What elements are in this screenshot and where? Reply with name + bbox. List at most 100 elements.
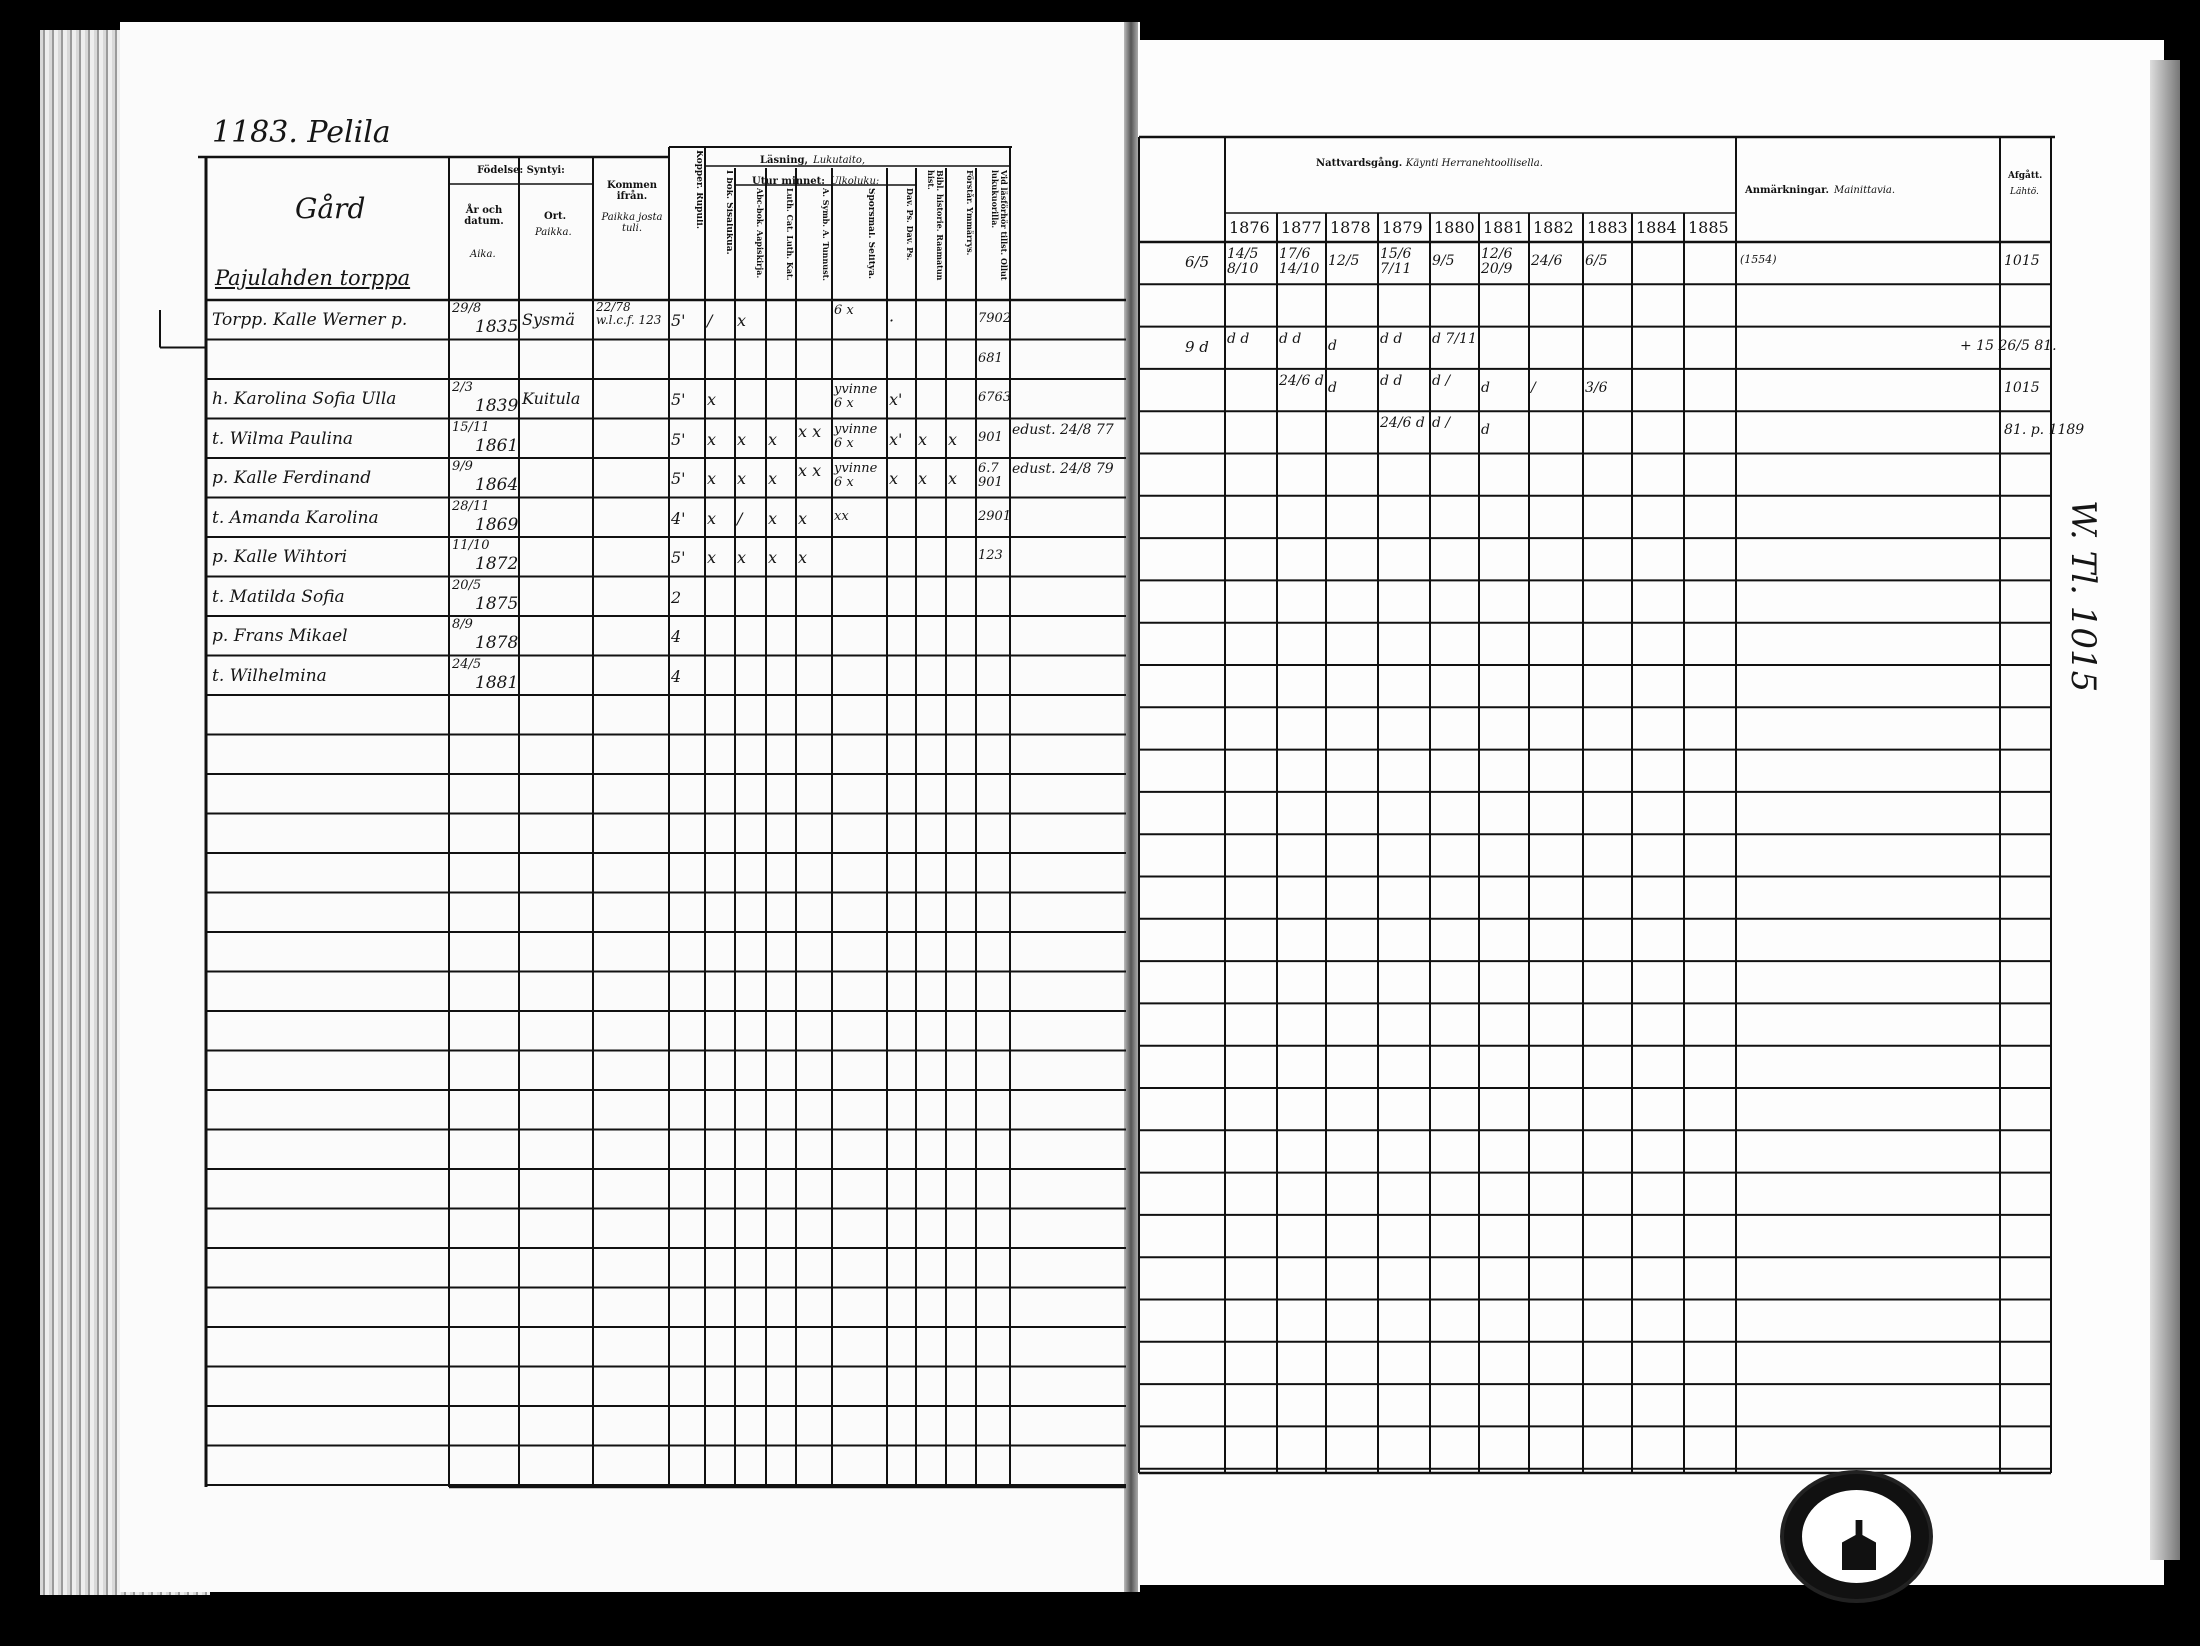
person-name: t. Amanda Karolina [212, 507, 379, 528]
entry-psalms: x' [889, 390, 903, 409]
entry-abc: x [737, 469, 747, 488]
communion-date: 9/5 [1432, 253, 1455, 269]
entry-exam: 123 [978, 548, 1003, 563]
year-column-header: 1883 [1587, 218, 1628, 237]
communion-date: d [1481, 379, 1490, 396]
year-column-header: 1880 [1434, 218, 1475, 237]
year-column-header: 1885 [1688, 218, 1729, 237]
birth-day-month: 28/11 [452, 498, 490, 514]
birth-year: 1839 [475, 396, 519, 416]
entry-exam: 2901 [978, 508, 1012, 524]
header-psalms: Dav. Ps. Dav. Ps. [905, 188, 914, 261]
margin-note: W. Tl. 1015 [2063, 500, 2103, 693]
header-by-heart-fi: Ulkoluku: [830, 176, 880, 187]
header-reading-sv: Läsning, [760, 155, 808, 166]
entry-vacc: 5' [671, 390, 686, 409]
communion-date: d [1328, 337, 1337, 354]
communion-date: d d [1227, 330, 1250, 347]
entry-psalms: x' [889, 429, 903, 449]
birth-day-month: 9/9 [452, 459, 473, 474]
entry-abc: x [737, 311, 747, 330]
header-departed: Afgått. [2008, 171, 2043, 181]
entry-inbook: / [707, 311, 713, 330]
header-reading-fi: Lukutaito, [813, 155, 866, 166]
communion-date: d / [1432, 415, 1451, 432]
birth-day-month: 15/11 [452, 419, 490, 435]
communion-date: 15/6 7/11 [1380, 246, 1412, 278]
communion-date: 17/6 14/10 [1279, 246, 1320, 278]
header-remarks: Anmärkningar. Mainittavia. [1745, 180, 1895, 196]
page-title: 1183. Pelila [212, 115, 391, 150]
header-communion-fi: Käynti Herranehtoollisella. [1405, 158, 1543, 169]
entry-quest: yvinne 6 x [834, 461, 878, 491]
entry-vacc: 4 [671, 627, 682, 646]
entry-abc: x [737, 429, 747, 449]
communion-date: / [1531, 379, 1536, 396]
entry-under: x [948, 469, 958, 488]
header-reading: Läsning, Lukutaito, [760, 150, 865, 166]
communion-date: d d [1380, 372, 1403, 389]
birth-day-month: 20/5 [452, 577, 482, 593]
birth-year: 1861 [475, 435, 519, 456]
header-bible-history: Bibl. historie. Raamatun hist. [926, 170, 944, 281]
header-symb: A. Symb. A. Tunnust. [821, 188, 830, 282]
entry-symb: x [798, 548, 808, 567]
birth-day-month: 24/5 [452, 656, 482, 672]
entry-symb: x [798, 508, 808, 528]
year-column-header: 1881 [1483, 218, 1524, 237]
birth-year: 1869 [475, 514, 519, 535]
year-column-header: 1882 [1533, 218, 1574, 237]
communion-date: 24/6 d [1279, 372, 1324, 389]
communion-date: 12/6 20/9 [1481, 246, 1513, 278]
communion-date: d [1481, 422, 1490, 439]
header-came-from-fi: Paikka josta tuli. [601, 212, 663, 234]
header-remarks-fi: Mainittavia. [1834, 185, 1896, 196]
departure-note: 1015 [2004, 253, 2040, 269]
birth-day-month: 8/9 [452, 617, 473, 632]
header-communion-sv: Nattvardsgång. [1316, 158, 1403, 169]
entry-exam: 6763 [978, 390, 1012, 405]
entry-exam: 901 [978, 429, 1003, 445]
entry-psalms: · [889, 311, 895, 330]
entry-under: x [948, 429, 958, 449]
entry-abc: x [737, 548, 747, 567]
entry-inbook: x [707, 548, 717, 567]
header-communion: Nattvardsgång. Käynti Herranehtoollisell… [1316, 157, 1543, 169]
header-remarks-sv: Anmärkningar. [1745, 185, 1829, 196]
book-right-edge [2150, 60, 2180, 1560]
header-year-date: År och datum. [464, 205, 504, 227]
entry-quest: xx [834, 508, 849, 524]
person-name: p. Kalle Ferdinand [212, 468, 372, 488]
communion-prior: 6/5 [1185, 253, 1210, 271]
birth-day-month: 2/3 [452, 380, 473, 395]
entry-vacc: 4 [671, 666, 682, 686]
entry-vacc: 5' [671, 469, 686, 488]
header-departed-fi: Lähtö. [2010, 187, 2039, 197]
year-column-header: 1876 [1229, 218, 1270, 237]
entry-bible: x [918, 469, 928, 488]
header-vaccinated: Kopper. Rupuli. [694, 150, 703, 229]
entry-vacc: 5' [671, 311, 686, 330]
remark-note: (1554) [1740, 253, 1777, 266]
birth-place: Kuitula [522, 389, 581, 408]
entry-quest: 6 x [834, 303, 854, 318]
person-name: t. Wilma Paulina [212, 428, 354, 449]
entry-vacc: 4' [671, 508, 686, 528]
header-place: Ort. [544, 211, 567, 222]
birth-place: Sysmä [522, 310, 575, 329]
person-name: p. Kalle Wihtori [212, 547, 348, 567]
year-column-header: 1879 [1382, 218, 1423, 237]
came-from: 22/78 w.l.c.f. 123 [596, 300, 662, 328]
communion-date: d d [1279, 330, 1302, 347]
person-name: Torpp. Kalle Werner p. [212, 310, 408, 330]
header-catechism: Luth. Cat. Luth. Kat. [785, 188, 794, 281]
communion-date: 14/5 8/10 [1227, 246, 1259, 278]
entry-inbook: x [707, 390, 717, 409]
book-spine [1124, 22, 1138, 1592]
entry-cat: x [768, 548, 778, 567]
entry-exam: 6.7 901 [978, 461, 1003, 491]
entry-inbook: x [707, 429, 717, 449]
entry-quest: yvinne 6 x [834, 382, 878, 412]
header-exam: Vid läsförhör tillst. Ollut lukukuorilla… [990, 170, 1008, 281]
